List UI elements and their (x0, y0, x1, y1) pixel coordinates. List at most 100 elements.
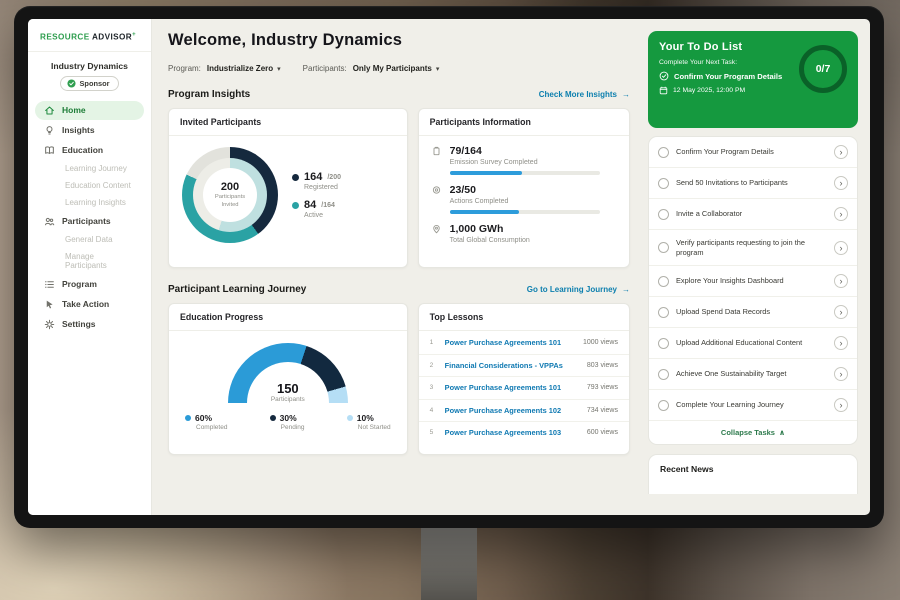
pending-dot-icon (269, 415, 276, 421)
task-item[interactable]: Verify participants requesting to join t… (649, 229, 857, 265)
sidebar-item-learning-journey[interactable]: Learning Journey (35, 161, 144, 177)
chevron-right-icon[interactable]: › (834, 367, 848, 382)
sidebar-item-take-action[interactable]: Take Action (35, 295, 144, 314)
sidebar-item-general-data[interactable]: General Data (35, 232, 144, 248)
emission-survey-stat: 79/164 Emission Survey Completed (431, 145, 617, 175)
participants-select[interactable]: Only My Participants ▾ (353, 64, 440, 73)
lesson-title-link[interactable]: Power Purchase Agreements 102 (444, 405, 562, 415)
chevron-right-icon[interactable]: › (834, 305, 848, 320)
task-checkbox[interactable] (658, 177, 669, 189)
sidebar-item-insights[interactable]: Insights (35, 121, 144, 140)
chevron-up-icon: ∧ (778, 428, 786, 438)
active-value: 84 (304, 199, 317, 211)
sidebar-item-manage-participants[interactable]: Manage Participants (35, 249, 144, 274)
sidebar-item-home[interactable]: Home (35, 100, 144, 120)
sidebar-item-program[interactable]: Program (35, 275, 144, 294)
sidebar-item-label: Education (62, 145, 104, 156)
chevron-right-icon[interactable]: › (834, 145, 848, 159)
collapse-tasks-button[interactable]: Collapse Tasks ∧ (649, 420, 857, 444)
gauge-center: 150 Participants (228, 381, 348, 403)
task-item[interactable]: Achieve One Sustainability Target › (649, 358, 857, 389)
task-checkbox[interactable] (658, 146, 669, 158)
participants-filter-label: Participants: (302, 64, 347, 73)
task-item[interactable]: Explore Your Insights Dashboard › (649, 265, 857, 296)
participants-select-value: Only My Participants (352, 64, 432, 73)
lesson-title-link[interactable]: Power Purchase Agreements 103 (444, 428, 562, 438)
clipboard-icon (431, 145, 442, 156)
task-label: Complete Your Learning Journey (676, 400, 784, 410)
check-more-insights-link[interactable]: Check More Insights → (539, 90, 630, 99)
not-started-dot-icon (346, 415, 353, 421)
sidebar-item-learning-insights[interactable]: Learning Insights (35, 195, 144, 211)
task-checkbox[interactable] (658, 337, 669, 349)
sidebar-item-label: Manage Participants (65, 252, 107, 271)
chevron-right-icon[interactable]: › (834, 336, 848, 351)
completed-dot-icon (185, 415, 191, 421)
invited-participants-donut: 200 Participants Invited (182, 147, 278, 243)
task-checkbox[interactable] (658, 208, 669, 220)
sidebar-item-education-content[interactable]: Education Content (35, 178, 144, 194)
lesson-title-link[interactable]: Power Purchase Agreements 101 (444, 337, 562, 347)
sidebar-item-education[interactable]: Education (35, 141, 144, 160)
go-to-learning-journey-link[interactable]: Go to Learning Journey → (527, 285, 630, 294)
task-item[interactable]: Confirm Your Program Details › (649, 137, 857, 167)
task-checkbox[interactable] (658, 242, 669, 254)
not-started-legend-item: 10% Not Started (346, 413, 391, 431)
lesson-views: 793 views (586, 384, 618, 392)
education-progress-gauge: 150 Participants (227, 343, 348, 403)
task-checkbox[interactable] (658, 275, 669, 287)
chevron-right-icon[interactable]: › (834, 207, 848, 221)
task-checkbox[interactable] (658, 399, 669, 411)
program-select[interactable]: Industrialize Zero ▾ (207, 64, 281, 73)
lesson-views: 1000 views (582, 338, 618, 346)
lesson-row: 5 Power Purchase Agreements 103 600 view… (418, 421, 629, 444)
actions-completed-label: Actions Completed (449, 198, 509, 205)
sponsor-badge[interactable]: Sponsor (59, 75, 120, 91)
page-title: Welcome, Industry Dynamics (168, 31, 403, 49)
active-dot-icon (292, 201, 299, 209)
participants-info-body: 79/164 Emission Survey Completed (419, 136, 629, 244)
people-icon (44, 216, 55, 227)
sidebar-item-label: Insights (62, 125, 95, 136)
task-checkbox[interactable] (658, 368, 669, 380)
todo-next-task-label: Confirm Your Program Details (674, 71, 783, 81)
task-item[interactable]: Upload Additional Educational Content › (649, 327, 857, 358)
completed-legend-item: 60% Completed (185, 413, 227, 431)
recent-news-card: Recent News (648, 454, 858, 495)
sidebar-item-participants[interactable]: Participants (35, 212, 144, 231)
lesson-row: 2 Financial Considerations - VPPAs 803 v… (418, 353, 629, 377)
chevron-right-icon[interactable]: › (834, 274, 848, 289)
task-label: Upload Spend Data Records (676, 307, 771, 317)
check-circle-icon (659, 71, 669, 81)
chevron-right-icon[interactable]: › (834, 398, 848, 413)
lesson-row: 4 Power Purchase Agreements 102 734 view… (418, 398, 629, 422)
lesson-title-link[interactable]: Financial Considerations - VPPAs (444, 360, 563, 370)
task-item[interactable]: Send 50 Invitations to Participants › (649, 167, 857, 198)
task-item[interactable]: Invite a Collaborator › (649, 198, 857, 229)
education-legend: 60% Completed 30% Pending (169, 403, 407, 431)
lesson-title-link[interactable]: Power Purchase Agreements 101 (444, 383, 562, 393)
dashboard-screen: RESOURCE ADVISOR+ Industry Dynamics Spon… (28, 19, 870, 515)
lesson-row: 1 Power Purchase Agreements 101 1000 vie… (419, 331, 629, 354)
lesson-rank: 5 (429, 429, 434, 437)
task-item[interactable]: Complete Your Learning Journey › (649, 389, 857, 420)
lesson-rank: 3 (429, 384, 434, 392)
chevron-right-icon[interactable]: › (834, 240, 848, 255)
invited-participants-card-title: Invited Participants (169, 109, 407, 136)
sidebar-item-settings[interactable]: Settings (35, 315, 144, 334)
todo-title: Your To Do List (659, 41, 743, 53)
education-progress-card-title: Education Progress (169, 304, 407, 331)
sponsor-icon (66, 79, 76, 88)
brand-plus: + (132, 32, 136, 38)
chevron-right-icon[interactable]: › (834, 176, 848, 190)
monitor-bezel: RESOURCE ADVISOR+ Industry Dynamics Spon… (14, 6, 884, 528)
registered-total: /200 (327, 173, 341, 181)
invited-legend: 164 /200 Registered 84 /164 (292, 163, 341, 227)
task-item[interactable]: Upload Spend Data Records › (649, 296, 857, 327)
pending-label: Pending (280, 424, 305, 431)
emission-survey-progress-bar (449, 171, 600, 175)
gauge-center-value: 150 (276, 381, 299, 396)
actions-progress-fill (449, 210, 519, 214)
invited-participants-card: Invited Participants 200 Participants In… (168, 108, 408, 268)
task-checkbox[interactable] (658, 306, 669, 318)
